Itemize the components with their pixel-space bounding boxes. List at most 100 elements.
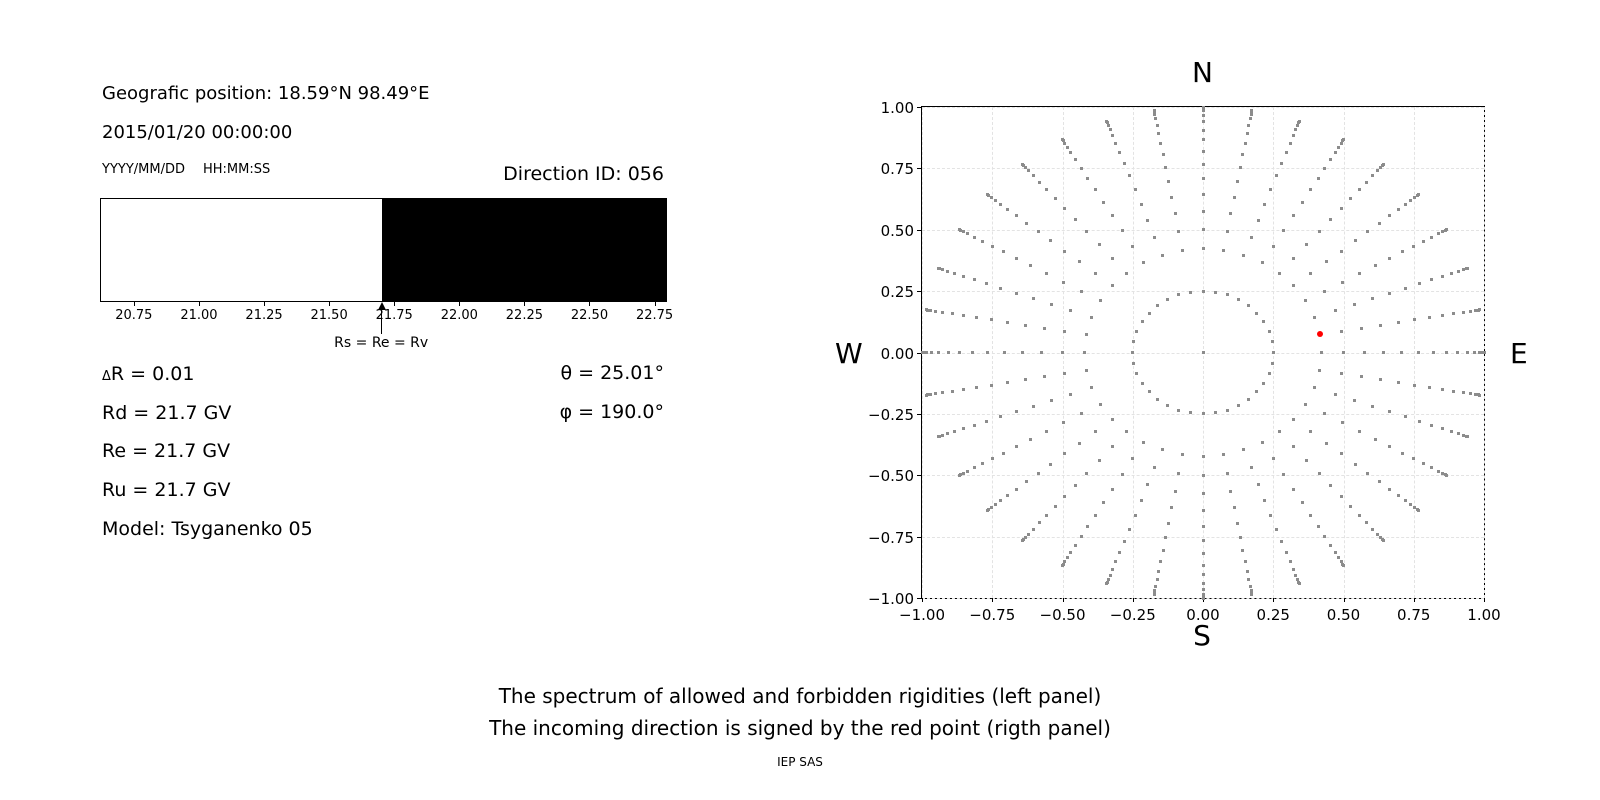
direction-dot bbox=[1085, 230, 1089, 234]
direction-dot bbox=[1297, 120, 1301, 124]
direction-dot bbox=[1413, 195, 1417, 199]
delta-symbol: Δ bbox=[102, 369, 111, 384]
direction-dot bbox=[1416, 193, 1420, 197]
direction-dot bbox=[962, 274, 966, 278]
direction-dot bbox=[1201, 289, 1205, 293]
direction-dot bbox=[1430, 278, 1434, 282]
direction-dot bbox=[1201, 247, 1205, 251]
direction-dot bbox=[1023, 165, 1027, 169]
direction-dot bbox=[1262, 320, 1266, 324]
direction-dot bbox=[986, 508, 990, 512]
direction-dot bbox=[1465, 267, 1469, 271]
direction-dot bbox=[1201, 149, 1205, 153]
direction-dot bbox=[1105, 120, 1109, 124]
direction-dot bbox=[1177, 471, 1181, 475]
direction-dot bbox=[1413, 318, 1417, 322]
geo-position-label: Geografic position: 18.59°N 98.49°E bbox=[102, 83, 430, 104]
compass-east-label: E bbox=[1510, 337, 1528, 370]
spectrum-tick bbox=[459, 302, 461, 306]
direction-dot bbox=[1400, 451, 1404, 455]
direction-dot bbox=[941, 391, 945, 395]
direction-dot bbox=[980, 462, 984, 466]
direction-dot bbox=[1069, 550, 1073, 554]
direction-dot bbox=[1247, 578, 1251, 582]
direction-dot bbox=[1085, 471, 1089, 475]
direction-dot bbox=[1339, 206, 1343, 210]
axis-tick bbox=[1343, 598, 1345, 602]
direction-dot bbox=[1069, 309, 1073, 313]
phi-value: φ = 190.0° bbox=[559, 401, 664, 423]
direction-dot bbox=[1270, 361, 1274, 365]
direction-dot bbox=[1317, 230, 1321, 234]
direction-dot bbox=[937, 351, 941, 354]
direction-dot bbox=[1120, 472, 1124, 476]
y-tick-label: −1.00 bbox=[868, 590, 914, 608]
direction-dot bbox=[1229, 212, 1233, 216]
direction-dot bbox=[1036, 230, 1040, 234]
direction-dot bbox=[1154, 117, 1158, 121]
direction-dot bbox=[1248, 584, 1252, 588]
direction-dot bbox=[1353, 462, 1357, 466]
direction-dot bbox=[1247, 123, 1251, 127]
direction-dot bbox=[1098, 299, 1102, 303]
direction-dot bbox=[1296, 123, 1300, 127]
direction-dot bbox=[1153, 466, 1157, 470]
direction-dot bbox=[1201, 193, 1205, 197]
direction-dot bbox=[958, 351, 962, 354]
direction-dot bbox=[1267, 330, 1271, 333]
direction-dot bbox=[1114, 141, 1118, 145]
direction-dot bbox=[1031, 527, 1035, 531]
direction-dot bbox=[1125, 271, 1129, 275]
direction-dot bbox=[1061, 138, 1064, 142]
direction-dot bbox=[1236, 297, 1240, 301]
direction-dot bbox=[999, 286, 1003, 290]
compass-south-label: S bbox=[1193, 619, 1211, 652]
direction-dot bbox=[1329, 218, 1333, 222]
direction-dot bbox=[1122, 539, 1126, 543]
direction-dot bbox=[1337, 556, 1341, 560]
direction-dot bbox=[1089, 386, 1093, 390]
direction-dot bbox=[1114, 560, 1118, 564]
compass-north-label: N bbox=[1192, 56, 1213, 89]
direction-dot bbox=[1441, 387, 1445, 391]
direction-dot bbox=[1139, 499, 1143, 503]
direction-dot bbox=[1482, 351, 1486, 354]
direction-dot bbox=[1020, 539, 1024, 543]
direction-dot bbox=[1339, 141, 1343, 145]
direction-dot bbox=[1142, 440, 1146, 444]
direction-dot bbox=[1015, 487, 1019, 491]
spectrum-tick bbox=[329, 302, 331, 306]
direction-dot bbox=[1097, 458, 1101, 462]
direction-dot bbox=[1263, 499, 1267, 503]
direction-dot bbox=[972, 278, 976, 282]
direction-dot bbox=[1023, 323, 1027, 327]
direction-dot bbox=[1413, 383, 1417, 387]
direction-dot bbox=[1366, 230, 1370, 234]
direction-dot bbox=[946, 269, 950, 273]
gridline bbox=[922, 168, 1484, 170]
direction-dot bbox=[924, 351, 928, 354]
direction-dot bbox=[1015, 214, 1019, 218]
direction-dot bbox=[1282, 229, 1286, 233]
direction-dot bbox=[1201, 228, 1205, 232]
axis-tick bbox=[922, 598, 923, 602]
direction-dot bbox=[1045, 429, 1049, 433]
direction-dot bbox=[1027, 169, 1031, 173]
direction-dot bbox=[974, 385, 978, 389]
direction-dot bbox=[1243, 141, 1247, 145]
direction-dot bbox=[953, 429, 957, 433]
spectrum-tick bbox=[394, 302, 396, 306]
direction-dot bbox=[1173, 212, 1177, 216]
direction-dot bbox=[1468, 392, 1472, 396]
direction-dot bbox=[1269, 187, 1273, 191]
direction-dot bbox=[1156, 398, 1160, 402]
direction-dot bbox=[1333, 392, 1337, 396]
direction-dot bbox=[989, 195, 993, 199]
direction-dot bbox=[1341, 280, 1345, 284]
direction-dot bbox=[1140, 381, 1144, 385]
direction-dot bbox=[1078, 260, 1082, 264]
direction-dot bbox=[1242, 448, 1246, 452]
direction-dot bbox=[1465, 351, 1469, 354]
direction-dot bbox=[1225, 471, 1229, 475]
direction-dot bbox=[1277, 430, 1281, 434]
